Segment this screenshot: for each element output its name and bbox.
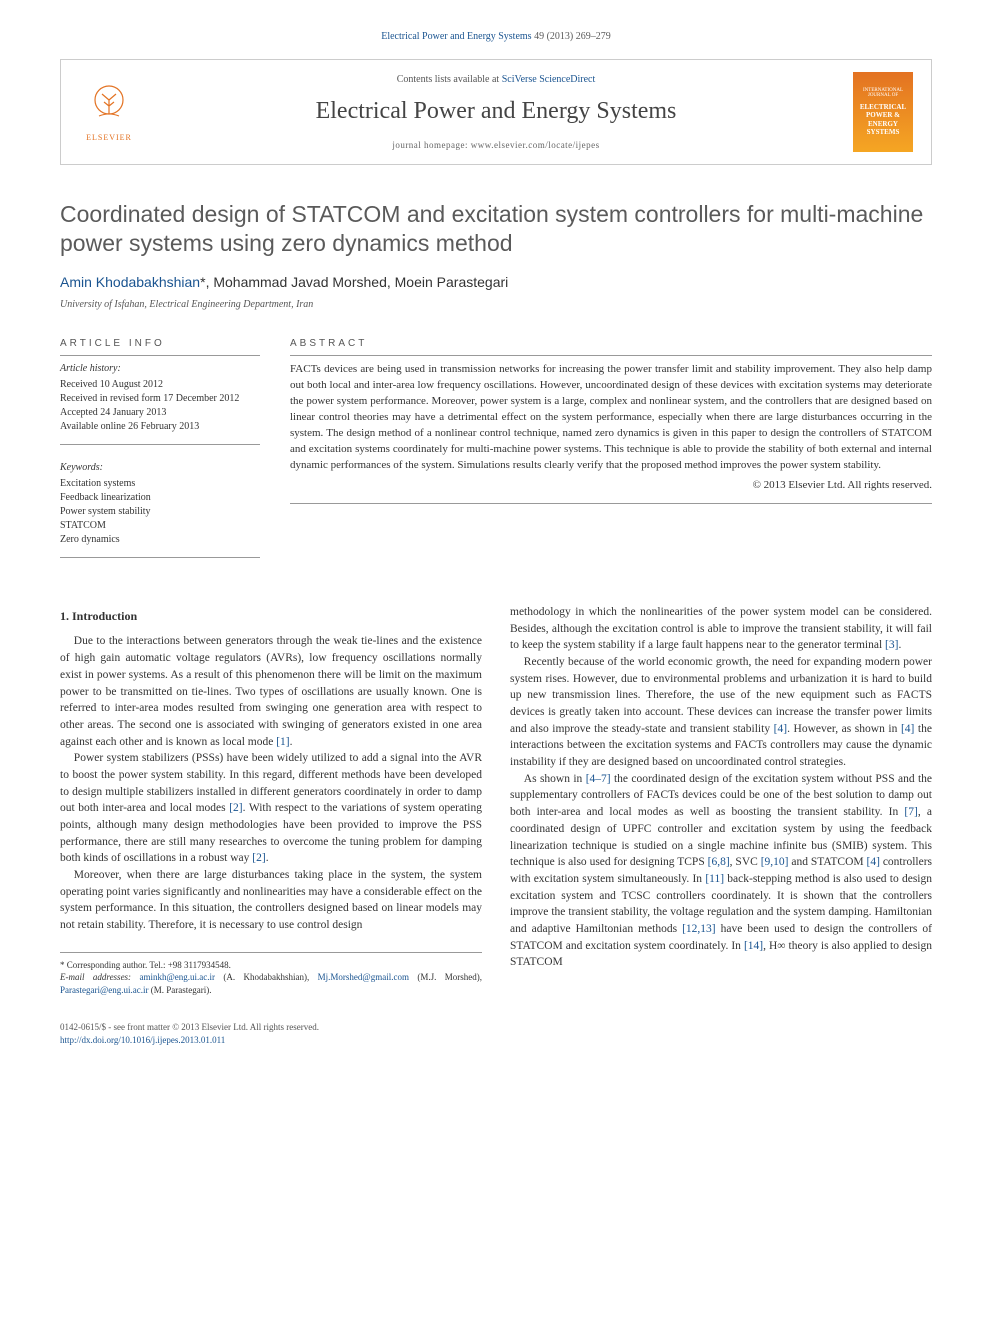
body-paragraph-4: methodology in which the nonlinearities …: [510, 604, 932, 654]
journal-cover-thumbnail[interactable]: INTERNATIONAL JOURNAL OF ELECTRICAL POWE…: [853, 72, 913, 152]
ref-9-10-link[interactable]: [9,10]: [761, 856, 789, 868]
ref-2a-link[interactable]: [2]: [229, 802, 242, 814]
keywords-block: Keywords: Excitation systems Feedback li…: [60, 461, 260, 558]
article-body: 1. Introduction Due to the interactions …: [60, 604, 932, 996]
author-line: Amin Khodabakhshian*, Mohammad Javad Mor…: [60, 273, 932, 293]
sciencedirect-link[interactable]: SciVerse ScienceDirect: [502, 74, 596, 85]
corresponding-author-note: * Corresponding author. Tel.: +98 311793…: [60, 959, 482, 972]
journal-header: ELSEVIER Contents lists available at Sci…: [60, 59, 932, 165]
cover-top-text: INTERNATIONAL JOURNAL OF: [857, 88, 909, 99]
abstract-text: FACTs devices are being used in transmis…: [290, 362, 932, 474]
abstract-column: ABSTRACT FACTs devices are being used in…: [290, 337, 932, 574]
cover-mid-text: ELECTRICAL POWER & ENERGY SYSTEMS: [857, 103, 909, 137]
p6d-text: , SVC: [730, 856, 761, 868]
elsevier-tree-icon: [84, 80, 134, 130]
p3-text: Moreover, when there are large disturban…: [60, 869, 482, 931]
ref-11-link[interactable]: [11]: [705, 873, 724, 885]
journal-citation: Electrical Power and Energy Systems 49 (…: [60, 30, 932, 44]
homepage-url: www.elsevier.com/locate/ijepes: [471, 140, 600, 150]
ref-1-link[interactable]: [1]: [276, 736, 289, 748]
citation-journal-link[interactable]: Electrical Power and Energy Systems: [381, 31, 531, 42]
email-addresses-line: E-mail addresses: aminkh@eng.ui.ac.ir (A…: [60, 971, 482, 996]
abstract-heading: ABSTRACT: [290, 337, 932, 356]
info-abstract-row: ARTICLE INFO Article history: Received 1…: [60, 337, 932, 574]
email-2-link[interactable]: Mj.Morshed@gmail.com: [318, 972, 409, 982]
page-footer: 0142-0615/$ - see front matter © 2013 El…: [60, 1021, 932, 1046]
citation-ref: 49 (2013) 269–279: [532, 31, 611, 42]
author-corresponding[interactable]: Amin Khodabakhshian: [60, 274, 200, 290]
p5b-text: . However, as shown in: [787, 723, 901, 735]
ref-4b-link[interactable]: [4]: [901, 723, 914, 735]
article-history-block: Article history: Received 10 August 2012…: [60, 362, 260, 445]
ref-4a-link[interactable]: [4]: [774, 723, 787, 735]
email-1-name: (A. Khodabakhshian),: [215, 972, 318, 982]
elsevier-logo[interactable]: ELSEVIER: [79, 77, 139, 147]
article-title: Coordinated design of STATCOM and excita…: [60, 200, 932, 258]
ref-4-7-link[interactable]: [4–7]: [586, 773, 611, 785]
header-center: Contents lists available at SciVerse Sci…: [159, 73, 833, 151]
p4a-text: methodology in which the nonlinearities …: [510, 606, 932, 651]
journal-name: Electrical Power and Energy Systems: [159, 95, 833, 129]
footnotes: * Corresponding author. Tel.: +98 311793…: [60, 952, 482, 997]
elsevier-name: ELSEVIER: [86, 132, 132, 143]
p1-end: .: [290, 736, 293, 748]
ref-2b-link[interactable]: [2]: [252, 852, 265, 864]
body-paragraph-5: Recently because of the world economic g…: [510, 654, 932, 771]
footer-front-matter: 0142-0615/$ - see front matter © 2013 El…: [60, 1021, 932, 1034]
body-paragraph-2: Power system stabilizers (PSSs) have bee…: [60, 750, 482, 867]
body-paragraph-1: Due to the interactions between generato…: [60, 633, 482, 750]
section-1-heading: 1. Introduction: [60, 608, 482, 625]
contents-prefix: Contents lists available at: [397, 74, 502, 85]
homepage-line: journal homepage: www.elsevier.com/locat…: [159, 139, 833, 152]
ref-4c-link[interactable]: [4]: [867, 856, 880, 868]
email-3-link[interactable]: Parastegari@eng.ui.ac.ir: [60, 985, 149, 995]
p4-end: .: [898, 639, 901, 651]
history-label: Article history:: [60, 362, 260, 376]
ref-6-8-link[interactable]: [6,8]: [708, 856, 730, 868]
contents-lists-line: Contents lists available at SciVerse Sci…: [159, 73, 833, 87]
email-label: E-mail addresses:: [60, 972, 139, 982]
abstract-divider: [290, 503, 932, 504]
keywords-text: Excitation systems Feedback linearizatio…: [60, 477, 260, 547]
ref-12-13-link[interactable]: [12,13]: [682, 923, 716, 935]
email-3-name: (M. Parastegari).: [149, 985, 212, 995]
p1-text: Due to the interactions between generato…: [60, 635, 482, 747]
p2-end: .: [266, 852, 269, 864]
article-info-column: ARTICLE INFO Article history: Received 1…: [60, 337, 260, 574]
footer-doi-link[interactable]: http://dx.doi.org/10.1016/j.ijepes.2013.…: [60, 1035, 225, 1045]
article-info-heading: ARTICLE INFO: [60, 337, 260, 356]
email-1-link[interactable]: aminkh@eng.ui.ac.ir: [139, 972, 215, 982]
affiliation: University of Isfahan, Electrical Engine…: [60, 298, 932, 312]
history-text: Received 10 August 2012 Received in revi…: [60, 378, 260, 434]
email-2-name: (M.J. Morshed),: [409, 972, 482, 982]
ref-3-link[interactable]: [3]: [885, 639, 898, 651]
authors-rest: , Mohammad Javad Morshed, Moein Parasteg…: [206, 274, 509, 290]
ref-7-link[interactable]: [7]: [904, 806, 917, 818]
body-paragraph-3: Moreover, when there are large disturban…: [60, 867, 482, 934]
homepage-prefix: journal homepage:: [392, 140, 470, 150]
body-paragraph-6: As shown in [4–7] the coordinated design…: [510, 771, 932, 971]
ref-14-link[interactable]: [14]: [744, 940, 763, 952]
abstract-copyright: © 2013 Elsevier Ltd. All rights reserved…: [290, 478, 932, 493]
p6e-text: and STATCOM: [788, 856, 866, 868]
keywords-label: Keywords:: [60, 461, 260, 475]
p6a-text: As shown in: [524, 773, 586, 785]
